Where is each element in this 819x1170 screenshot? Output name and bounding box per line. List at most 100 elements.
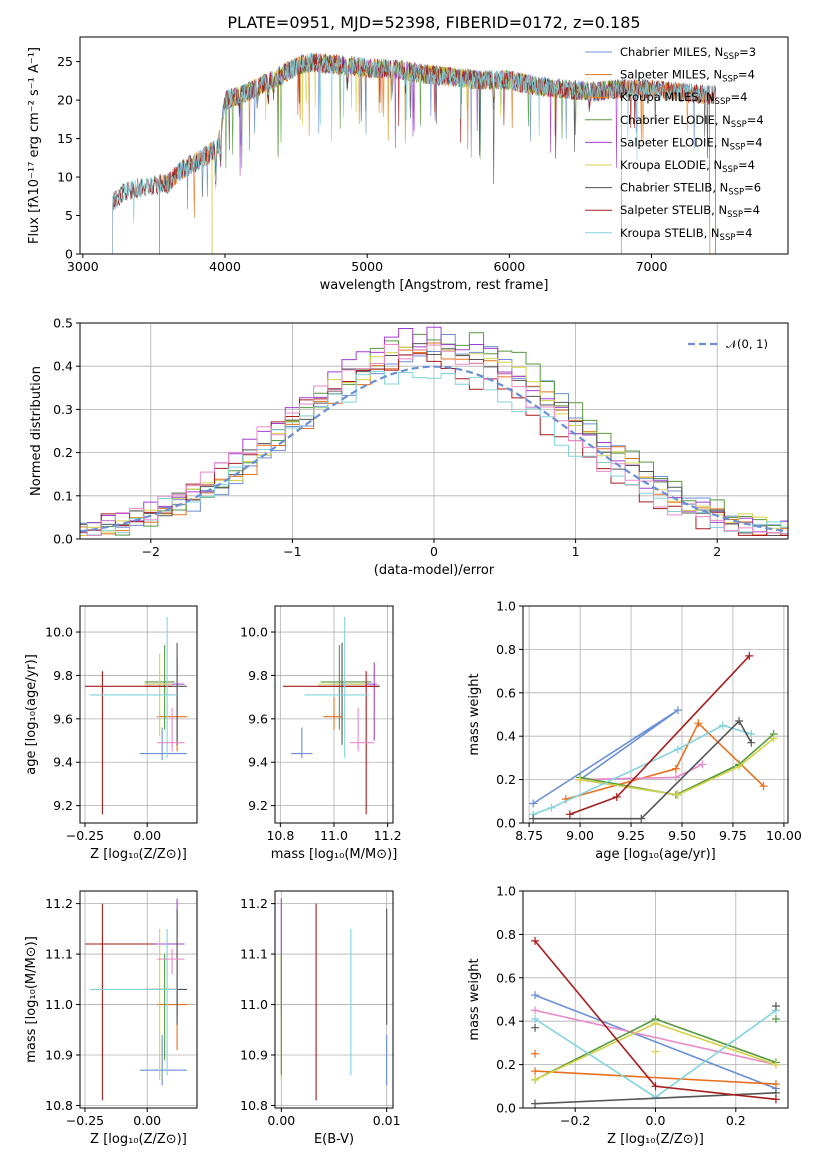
y-tick-label: 0.6 — [496, 970, 516, 985]
y-tick-label: 0.2 — [53, 445, 73, 460]
spectrum-line — [112, 53, 716, 254]
y-tick-label: 0.6 — [496, 685, 516, 700]
weight-point — [529, 814, 538, 823]
y-tick-label: 0.8 — [496, 642, 516, 657]
y-axis-label: mass [log₁₀(M/M⊙)] — [24, 936, 39, 1063]
x-tick-label: 2 — [713, 544, 721, 559]
panel-z-age: −0.25 0.00 9.2 9.4 9.6 9.8 10.0 Z [log₁₀(Z/Z⊙)]… — [24, 605, 198, 862]
x-tick-label: 11.0 — [320, 828, 348, 843]
x-tick-label: 8.75 — [515, 828, 543, 843]
y-axis-label: Flux [fλ10⁻¹⁷ erg cm⁻² s⁻¹ A⁻¹] — [27, 47, 42, 244]
axes-frame — [79, 605, 198, 824]
y-tick-label: 9.2 — [53, 798, 73, 813]
y-tick-label: 9.6 — [53, 711, 73, 726]
weight-point — [673, 745, 682, 754]
weight-point — [612, 792, 621, 801]
x-tick-label: 9.50 — [668, 828, 696, 843]
x-tick-label: 9.00 — [566, 828, 594, 843]
weight-point — [735, 762, 744, 771]
y-tick-label: 9.2 — [248, 798, 268, 813]
y-tick-label: 9.6 — [248, 711, 268, 726]
x-tick-label: 0.2 — [726, 1113, 746, 1128]
y-tick-label: 1.0 — [496, 599, 516, 614]
weight-point — [759, 782, 768, 791]
x-tick-label: 10.8 — [266, 828, 294, 843]
legend-entry: Salpeter STELIB, NSSP=4 — [620, 203, 760, 220]
legend-entry: Chabrier MILES, NSSP=3 — [620, 45, 756, 62]
y-tick-label: 0.2 — [496, 1057, 516, 1072]
y-tick-label: 9.8 — [248, 668, 268, 683]
y-tick-label: 5 — [65, 208, 73, 223]
x-tick-label: 0.01 — [373, 1113, 401, 1128]
weight-series — [534, 1009, 777, 1066]
weight-point — [745, 651, 754, 660]
y-tick-label: 0.8 — [496, 927, 516, 942]
weight-series — [534, 994, 777, 1090]
plot-area — [283, 616, 380, 815]
x-axis-label: Z [log₁₀(Z/Z⊙)] — [607, 1132, 704, 1147]
axes-frame — [79, 322, 789, 540]
x-axis-label: (data-model)/error — [374, 563, 495, 578]
axes-frame — [79, 890, 198, 1109]
weight-point — [651, 1082, 660, 1091]
weight-point — [531, 1067, 540, 1076]
axes-frame — [79, 36, 789, 255]
legend: Chabrier MILES, NSSP=3 Salpeter MILES, NS… — [585, 45, 764, 243]
chart-title: PLATE=0951, MJD=52398, FIBERID=0172, z=0… — [227, 13, 640, 32]
y-tick-label: 0.1 — [53, 488, 73, 503]
panel-age-weight: 8.75 9.00 9.25 9.50 9.75 10.00 0.0 0.2 0.4 0.6 0.8… — [467, 599, 802, 863]
y-tick-label: 0.0 — [53, 532, 73, 547]
x-axis-label: wavelength [Angstrom, rest frame] — [320, 278, 549, 293]
weight-point — [531, 1023, 540, 1032]
panel-residuals: −2 −1 0 1 2 0.0 0.1 0.2 0.3 0.4 0.5 (data-model)/er… — [29, 316, 789, 578]
y-tick-label: 11.2 — [45, 896, 73, 911]
x-tick-label: −0.2 — [560, 1113, 590, 1128]
y-tick-label: 10.9 — [45, 1048, 73, 1063]
plot-area — [531, 936, 780, 1108]
y-tick-label: 11.1 — [240, 947, 268, 962]
plot-area — [80, 326, 788, 537]
weight-point — [531, 1049, 540, 1058]
weight-point — [769, 734, 778, 743]
plot-area — [280, 898, 388, 1101]
x-tick-label: 0.0 — [646, 1113, 666, 1128]
weight-series — [532, 709, 679, 805]
weight-point — [673, 790, 682, 799]
y-tick-label: 20 — [57, 93, 73, 108]
weight-point — [771, 1002, 780, 1011]
x-axis-label: Z [log₁₀(Z/Z⊙)] — [90, 1132, 187, 1147]
weight-point — [673, 706, 682, 715]
y-tick-label: 0.3 — [53, 402, 73, 417]
x-tick-label: 0.00 — [133, 828, 161, 843]
weight-series — [533, 719, 752, 820]
weight-series — [565, 721, 765, 800]
y-axis-label: age [log₁₀(age/yr)] — [24, 654, 39, 775]
x-tick-label: 5000 — [351, 259, 383, 274]
plot-area — [112, 53, 716, 254]
y-tick-label: 0.4 — [496, 729, 516, 744]
weight-point — [547, 803, 556, 812]
histogram-series — [80, 343, 788, 537]
x-axis-label: Z [log₁₀(Z/Z⊙)] — [90, 847, 187, 862]
y-tick-label: 25 — [57, 54, 73, 69]
y-tick-label: 9.4 — [248, 755, 268, 770]
y-tick-label: 10.0 — [240, 625, 268, 640]
panel-ebv-mass: 0.00 0.01 10.8 10.9 11.0 11.1 11.2 E(B-V) — [240, 890, 401, 1147]
weight-point — [671, 773, 680, 782]
weight-point — [747, 738, 756, 747]
weight-point — [771, 1095, 780, 1104]
x-tick-label: 3000 — [67, 259, 99, 274]
y-tick-label: 10.9 — [240, 1048, 268, 1063]
legend-entry: Salpeter MILES, NSSP=4 — [620, 68, 755, 85]
histogram-series — [80, 333, 788, 537]
legend-entry: Kroupa STELIB, NSSP=4 — [620, 226, 752, 243]
weight-point — [531, 1015, 540, 1024]
y-tick-label: 15 — [57, 131, 73, 146]
x-tick-label: 9.25 — [617, 828, 645, 843]
axes-frame — [522, 890, 789, 1109]
plot-area — [84, 898, 188, 1101]
x-tick-label: 10.00 — [766, 828, 802, 843]
y-tick-label: 0.0 — [496, 1101, 516, 1116]
axes-frame — [522, 605, 789, 824]
